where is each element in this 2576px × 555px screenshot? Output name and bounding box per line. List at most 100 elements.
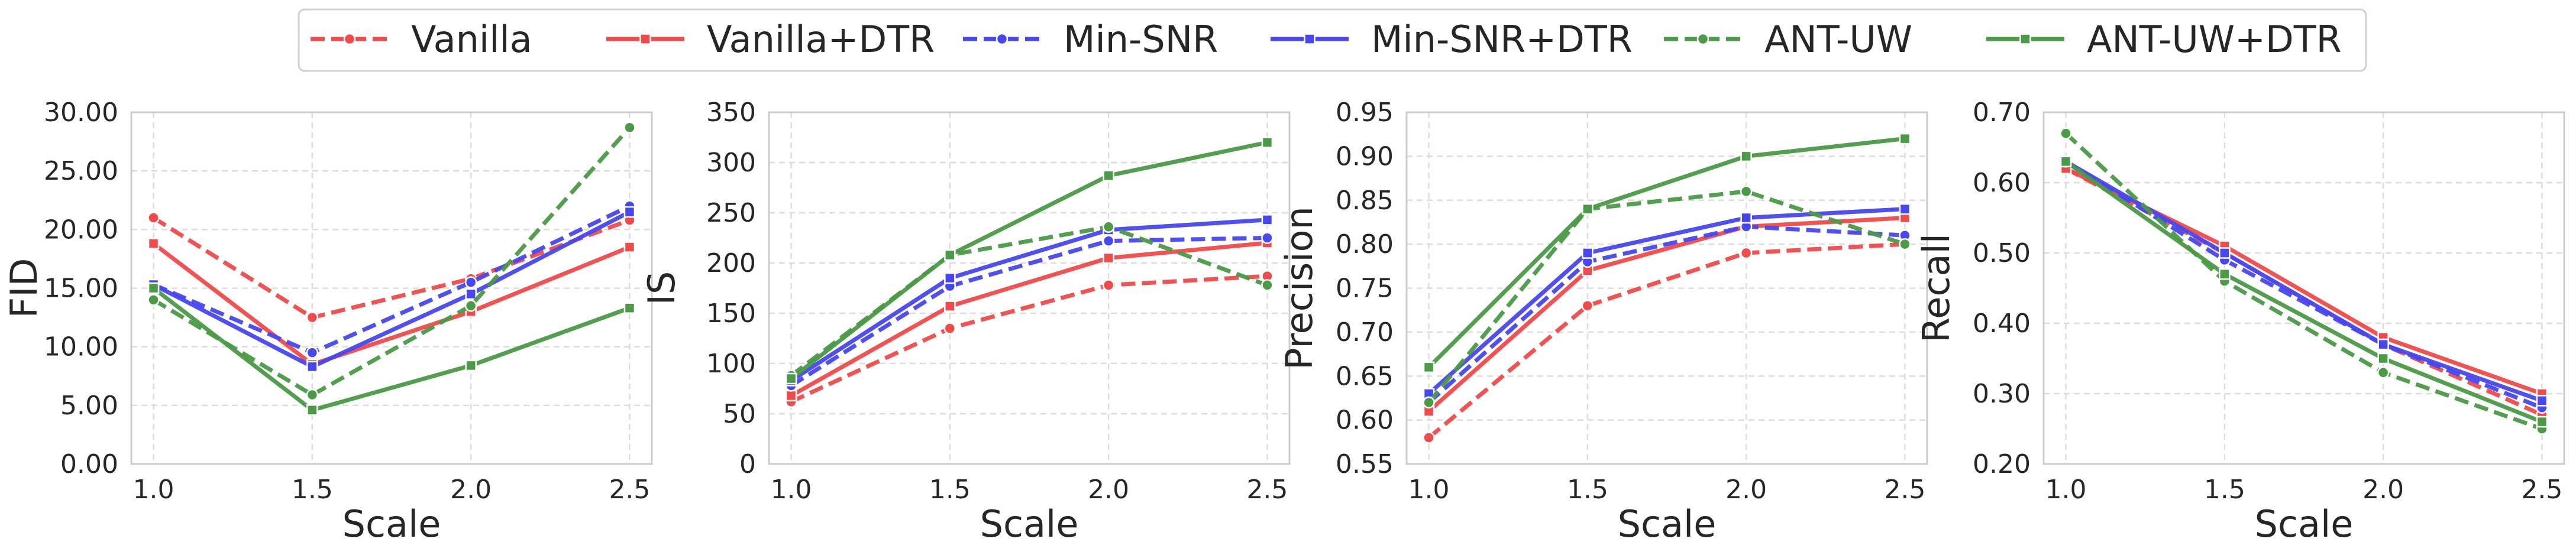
y-tick-label: 0.50 (1973, 238, 2031, 268)
data-point-vanilla-plus-dtr (147, 238, 160, 249)
data-point-ant-uw-plus-dtr (623, 302, 636, 314)
series-line-min-snr-plus-dtr (1427, 207, 1905, 395)
legend-label-vanilla: Vanilla (411, 18, 532, 61)
series-line-min-snr (153, 204, 631, 355)
y-tick-label: 0.70 (1336, 317, 1394, 348)
data-point-ant-uw-plus-dtr (1899, 132, 1911, 145)
data-point-min-snr-plus-dtr (1582, 247, 1594, 259)
data-point-vanilla (1581, 300, 1594, 312)
series-min-snr (785, 232, 1274, 392)
series-line-vanilla-plus-dtr (1427, 216, 1905, 413)
data-point-ant-uw-plus-dtr (1582, 203, 1594, 215)
data-point-ant-uw-plus-dtr (944, 249, 956, 261)
legend-label-ant-uw: ANT-UW (1764, 18, 1912, 61)
y-tick-label: 0.75 (1336, 274, 1394, 304)
x-tick-label: 2.5 (2521, 475, 2562, 505)
data-point-min-snr-plus-dtr (944, 272, 956, 284)
y-tick-label: 10.00 (44, 332, 118, 362)
data-point-ant-uw (464, 300, 477, 312)
x-tick-label: 1.5 (1567, 475, 1608, 505)
data-point-min-snr-plus-dtr (306, 361, 318, 373)
y-tick-label: 0.30 (1973, 379, 2031, 409)
series-line-vanilla (152, 216, 631, 320)
series-line-ant-uw-plus-dtr (790, 140, 1268, 381)
series-line-min-snr (2064, 160, 2543, 410)
data-point-ant-uw (2377, 366, 2390, 379)
data-point-ant-uw (1261, 279, 1274, 291)
data-point-ant-uw (1102, 220, 1115, 233)
chart-panel-recall: 0.20 0.30 0.40 0.50 0.60 0.70 1.0 1.5 2.0 2.5 Scal… (1915, 98, 2565, 546)
data-point-vanilla (943, 322, 956, 335)
legend-marker-min-snr (996, 33, 1009, 46)
series-line-ant-uw-plus-dtr (152, 286, 631, 413)
data-point-vanilla (306, 311, 319, 324)
plot-frame (768, 111, 1291, 465)
x-tick-label: 1.0 (133, 475, 174, 505)
series-min-snr-plus-dtr (1423, 203, 1911, 400)
data-point-ant-uw-plus-dtr (465, 359, 477, 372)
x-tick-label: 2.0 (450, 475, 492, 505)
legend-label-vanilla-plus-dtr: Vanilla+DTR (707, 18, 935, 61)
series-line-ant-uw (1427, 189, 1906, 404)
chart-panel-is: 0 50 100 150 200 250 300 350 1.0 1.5 2.0 2.5 Scale IS (640, 98, 1291, 546)
y-tick-label: 0.40 (1973, 309, 2031, 339)
y-tick-label: 0.55 (1336, 449, 1394, 479)
data-point-min-snr-plus-dtr (1261, 214, 1274, 226)
data-point-min-snr (1102, 235, 1115, 247)
data-point-min-snr (306, 346, 319, 359)
x-tick-label: 2.5 (1246, 475, 1288, 505)
series-line-vanilla-plus-dtr (152, 242, 631, 366)
y-tick-label: 300 (706, 148, 756, 178)
data-point-ant-uw (306, 388, 319, 401)
legend-marker-min-snr-plus-dtr (1304, 33, 1316, 45)
y-axis-label: Precision (1278, 206, 1321, 370)
series-line-min-snr-plus-dtr (152, 210, 631, 369)
data-point-ant-uw-plus-dtr (2219, 268, 2231, 280)
y-tick-label: 30.00 (44, 98, 118, 128)
series-line-min-snr (1427, 224, 1905, 404)
legend-marker-vanilla (343, 33, 356, 46)
legend-label-ant-uw-plus-dtr: ANT-UW+DTR (2087, 18, 2342, 61)
y-tick-label: 0.60 (1336, 405, 1394, 436)
chart-panel-fid: 0.00 5.00 10.00 15.00 20.00 25.00 30.00 1.0 1.5 2… (2, 98, 653, 546)
series-line-min-snr (790, 236, 1268, 388)
y-tick-label: 0.60 (1973, 168, 2031, 198)
legend-entry-vanilla-plus-dtr: Vanilla+DTR (606, 18, 935, 61)
y-tick-label: 25.00 (44, 156, 118, 186)
legend-label-min-snr-plus-dtr: Min-SNR+DTR (1371, 18, 1633, 61)
data-point-ant-uw-plus-dtr (2060, 155, 2072, 168)
data-point-ant-uw (623, 121, 636, 134)
x-axis-label: Scale (1618, 502, 1717, 546)
y-tick-label: 0 (739, 449, 756, 479)
x-tick-label: 2.0 (2362, 475, 2404, 505)
y-tick-label: 0.95 (1336, 98, 1394, 128)
legend-entry-ant-uw-plus-dtr: ANT-UW+DTR (1986, 18, 2342, 61)
data-point-ant-uw-plus-dtr (785, 372, 797, 385)
chart-panels: 0.00 5.00 10.00 15.00 20.00 25.00 30.00 1.0 1.5 2… (2, 98, 2565, 546)
data-point-ant-uw-plus-dtr (1423, 361, 1435, 374)
data-point-ant-uw-plus-dtr (2377, 352, 2389, 365)
data-point-min-snr-plus-dtr (2219, 247, 2231, 259)
series-line-vanilla (790, 274, 1268, 404)
data-point-vanilla-plus-dtr (1103, 252, 1114, 264)
data-point-vanilla (147, 212, 160, 224)
x-tick-label: 1.5 (929, 475, 971, 505)
series-ant-uw (2060, 127, 2548, 435)
data-point-vanilla-plus-dtr (944, 300, 956, 312)
data-point-min-snr (464, 276, 477, 288)
x-tick-label: 2.5 (609, 475, 650, 505)
y-axis-label: FID (2, 258, 46, 319)
series-line-vanilla-plus-dtr (790, 241, 1268, 398)
data-point-ant-uw (1740, 185, 1753, 198)
series-line-vanilla (1427, 242, 1905, 440)
y-tick-label: 0.90 (1336, 141, 1394, 171)
plot-frame (130, 111, 653, 465)
data-point-vanilla (1740, 246, 1753, 259)
y-tick-label: 50 (723, 399, 756, 429)
legend-marker-ant-uw-plus-dtr (2019, 33, 2031, 45)
data-point-min-snr-plus-dtr (623, 206, 636, 218)
y-tick-label: 0.65 (1336, 361, 1394, 391)
series-vanilla (785, 270, 1274, 408)
legend-label-min-snr: Min-SNR (1064, 18, 1218, 61)
series-line-ant-uw-plus-dtr (1427, 137, 1905, 369)
